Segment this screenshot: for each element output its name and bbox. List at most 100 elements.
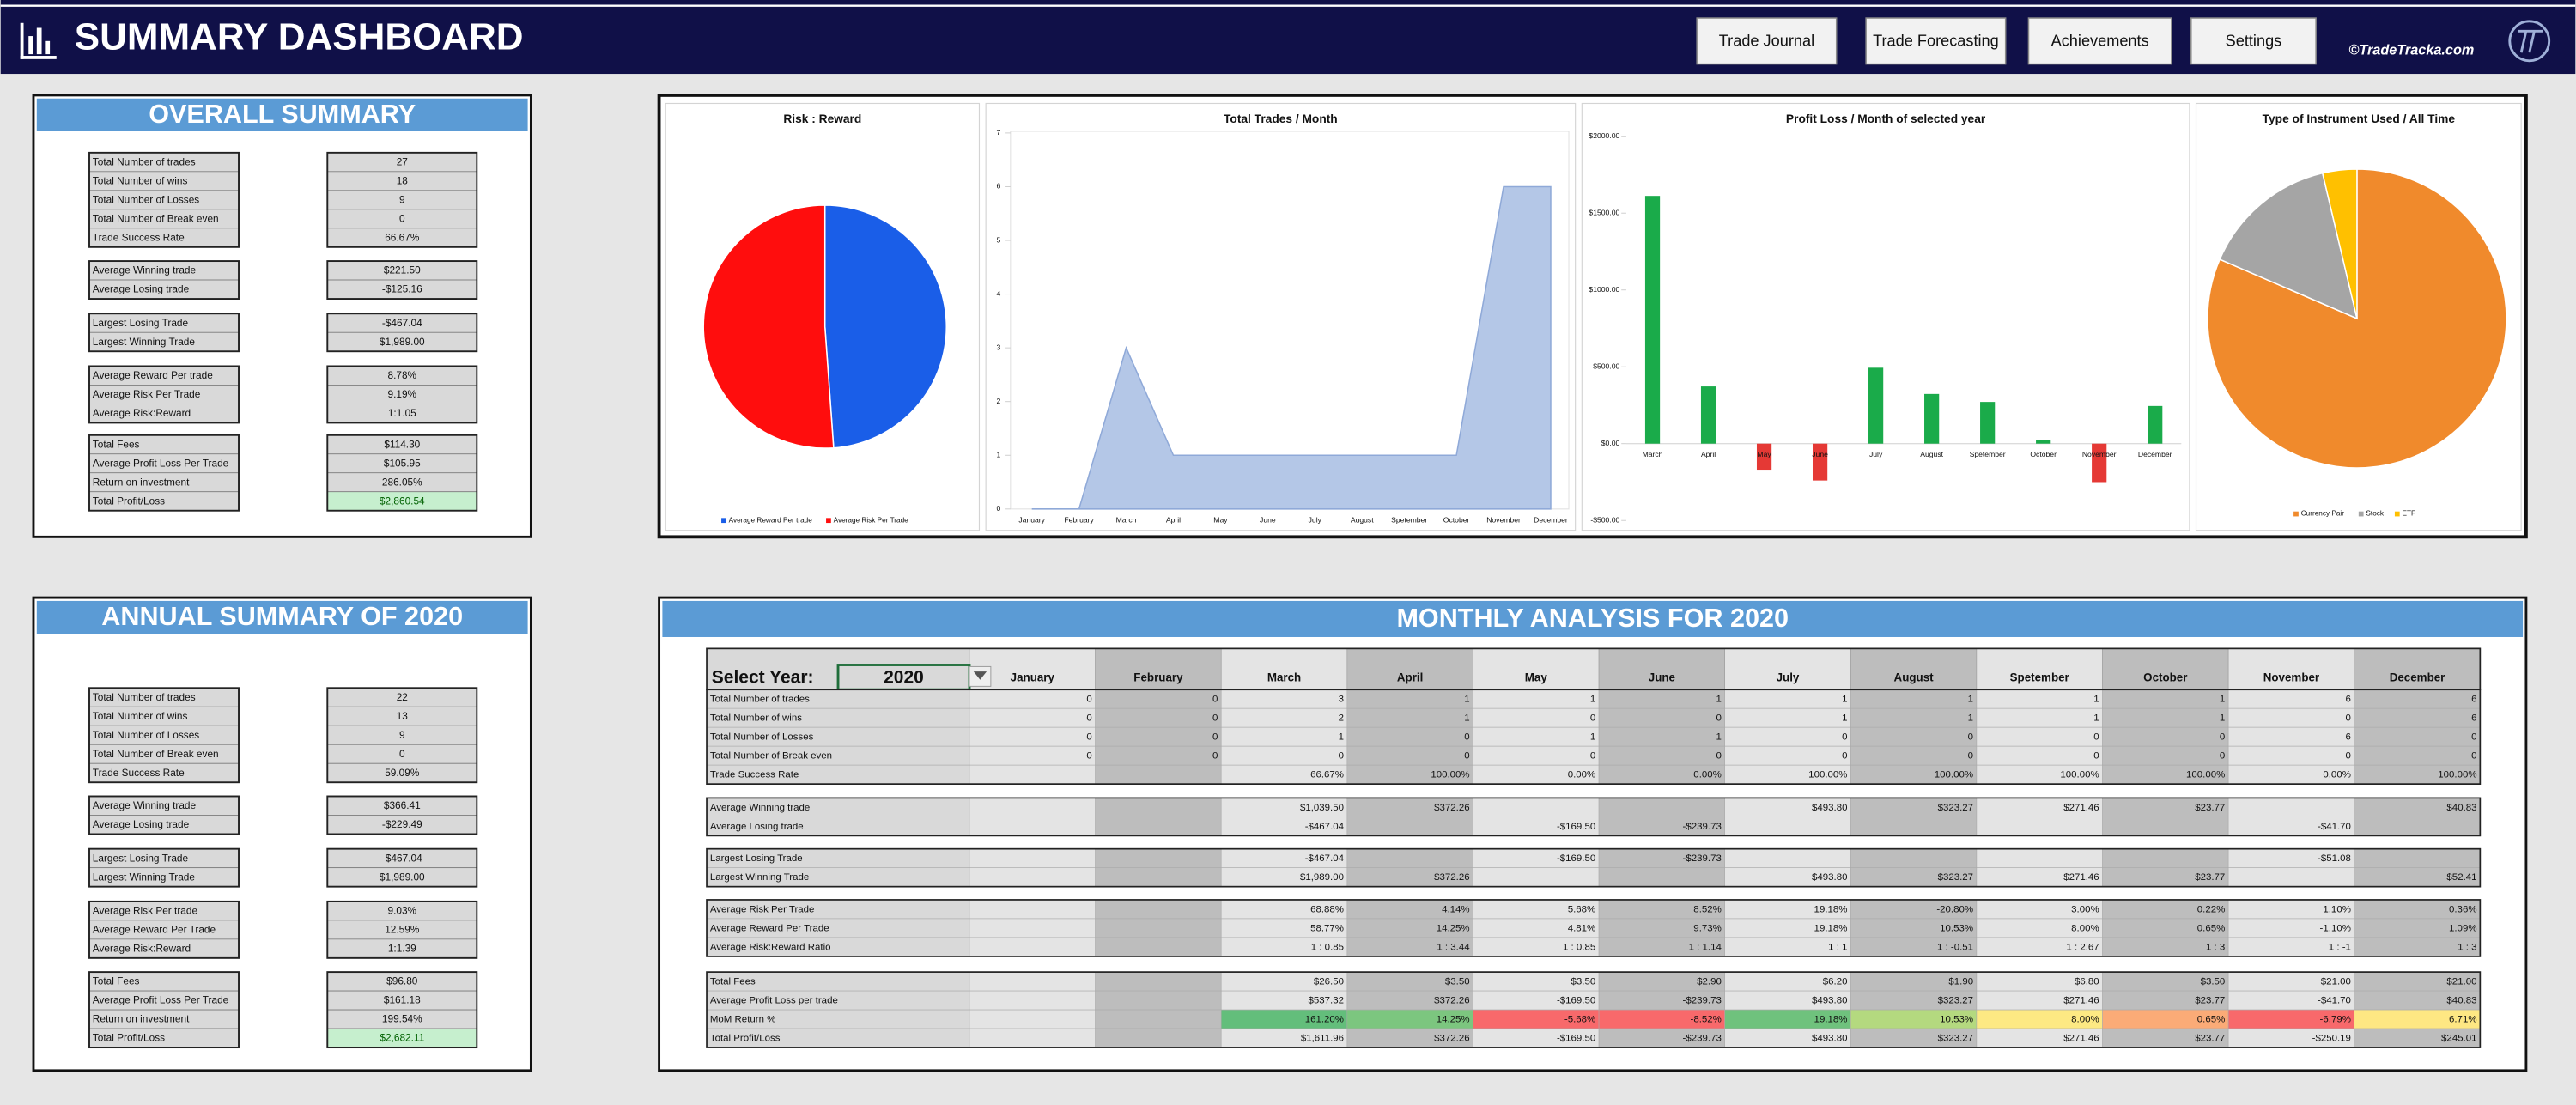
metric-value: 1 : -0.51 xyxy=(1937,942,1973,952)
metric-value: $23.77 xyxy=(2195,996,2225,1006)
metric-value: -$125.16 xyxy=(382,283,422,295)
metric-label: Total Number of trades xyxy=(710,695,810,705)
nav-button[interactable] xyxy=(2190,17,2317,65)
group-border xyxy=(326,313,478,353)
month-header: February xyxy=(1133,671,1183,683)
month-header: Spetember xyxy=(2010,671,2069,683)
metric-value: $6.80 xyxy=(2075,977,2099,987)
metric-value: $366.41 xyxy=(384,799,421,811)
metric-value: 0 xyxy=(1464,751,1469,762)
metric-value: 199.54% xyxy=(382,1013,422,1025)
legend-label: Currency Pair xyxy=(2301,510,2345,518)
page-title: SUMMARY DASHBOARD xyxy=(75,16,524,58)
nav-button-label: Trade Journal xyxy=(1719,33,1814,50)
metric-label: Largest Losing Trade xyxy=(93,317,189,329)
metric-value: 1 xyxy=(2220,695,2225,705)
value-cell xyxy=(1976,745,2103,766)
metric-value: -8.52% xyxy=(1691,1015,1722,1025)
year-value: 2020 xyxy=(884,667,924,687)
metric-value: 0 xyxy=(1339,751,1344,762)
nav-button[interactable] xyxy=(1696,17,1838,65)
metric-value: $114.30 xyxy=(384,438,420,450)
value-cell xyxy=(2102,689,2229,709)
value-cell xyxy=(1724,817,1851,836)
metric-label: Average Reward Per Trade xyxy=(710,923,829,933)
metric-label: Average Winning trade xyxy=(93,799,197,811)
value-cell xyxy=(1976,848,2103,868)
x-tick-label: Spetember xyxy=(1970,450,2006,458)
metric-value: 3 xyxy=(1339,695,1344,705)
value-cell xyxy=(1095,848,1222,868)
metric-value: -$239.73 xyxy=(1683,1034,1722,1044)
chart-panel xyxy=(1581,102,2190,531)
group-border xyxy=(88,847,240,888)
value-cell xyxy=(2102,707,2229,728)
x-tick-label: January xyxy=(1018,515,1045,524)
metric-value: 8.00% xyxy=(2071,923,2099,933)
metric-value: 4.14% xyxy=(1442,904,1470,914)
group-border xyxy=(88,900,240,959)
value-cell xyxy=(2227,745,2355,766)
metric-value: 19.18% xyxy=(1814,904,1848,914)
x-tick-label: April xyxy=(1166,515,1181,524)
nav-button[interactable] xyxy=(1865,17,2007,65)
metric-value: $26.50 xyxy=(1314,977,1344,987)
bar xyxy=(1812,443,1828,481)
metric-value: 1 : -1 xyxy=(2329,942,2351,952)
group-border xyxy=(326,687,478,784)
metric-value: $1.90 xyxy=(1948,977,1973,987)
month-header: April xyxy=(1397,671,1423,683)
value-cell xyxy=(1724,707,1851,728)
metric-value: 6 xyxy=(2471,713,2476,724)
metric-value: $537.32 xyxy=(1309,996,1344,1006)
nav-button-label: Trade Forecasting xyxy=(1873,33,1999,50)
bar xyxy=(1644,196,1661,444)
metric-value: 1:1.05 xyxy=(388,407,416,419)
metric-value: -$467.04 xyxy=(382,852,422,864)
metric-value: $372.26 xyxy=(1434,803,1469,813)
metric-value: 0 xyxy=(1086,732,1091,743)
metric-value: -6.79% xyxy=(2320,1015,2351,1025)
metric-value: -$41.70 xyxy=(2318,822,2351,832)
metric-label: Total Number of trades xyxy=(93,155,196,167)
metric-label: Average Winning trade xyxy=(710,803,810,813)
brand: ©TradeTracka.com xyxy=(2348,43,2474,58)
value-cell xyxy=(1095,899,1222,920)
metric-value: 8.00% xyxy=(2071,1015,2099,1025)
metric-value: -$250.19 xyxy=(2312,1034,2351,1044)
metric-value: 0 xyxy=(1212,751,1218,762)
metric-value: 1 xyxy=(1590,732,1595,743)
value-cell xyxy=(1598,707,1725,728)
value-cell xyxy=(1220,726,1348,747)
value-cell xyxy=(1598,867,1725,887)
x-tick-label: April xyxy=(1701,450,1716,458)
metric-label: Return on investment xyxy=(93,476,190,488)
value-cell xyxy=(2102,726,2229,747)
metric-value: 1:1.39 xyxy=(388,942,416,954)
x-tick-label: August xyxy=(1351,515,1374,524)
metric-value: 8.52% xyxy=(1693,904,1722,914)
metric-value: 0.00% xyxy=(2323,770,2351,780)
metric-value: $21.00 xyxy=(2321,977,2351,987)
value-cell xyxy=(969,798,1096,817)
metric-value: $1,989.00 xyxy=(1300,872,1344,883)
metric-label: Average Risk:Reward xyxy=(93,942,191,954)
metric-value: 0 xyxy=(2471,732,2476,743)
metric-value: 0 xyxy=(399,212,405,224)
chart-title: Profit Loss / Month of selected year xyxy=(1786,112,1986,125)
value-cell xyxy=(1598,726,1725,747)
metric-value: 5.68% xyxy=(1568,904,1596,914)
metric-label: Total Number of wins xyxy=(93,174,188,186)
pie-slice xyxy=(2219,172,2359,320)
metric-value: 1 : 3.44 xyxy=(1437,942,1470,952)
metric-value: 8.78% xyxy=(387,369,416,381)
value-cell xyxy=(1220,689,1348,709)
metric-value: -$467.04 xyxy=(1305,853,1345,864)
month-header: March xyxy=(1267,671,1301,683)
metric-value: 4.81% xyxy=(1568,923,1596,933)
metric-value: $1,989.00 xyxy=(380,336,425,348)
legend-swatch xyxy=(826,518,831,524)
nav-button[interactable] xyxy=(2027,17,2172,65)
value-cell xyxy=(1095,1009,1222,1029)
y-tick-label: 7 xyxy=(997,128,1001,137)
